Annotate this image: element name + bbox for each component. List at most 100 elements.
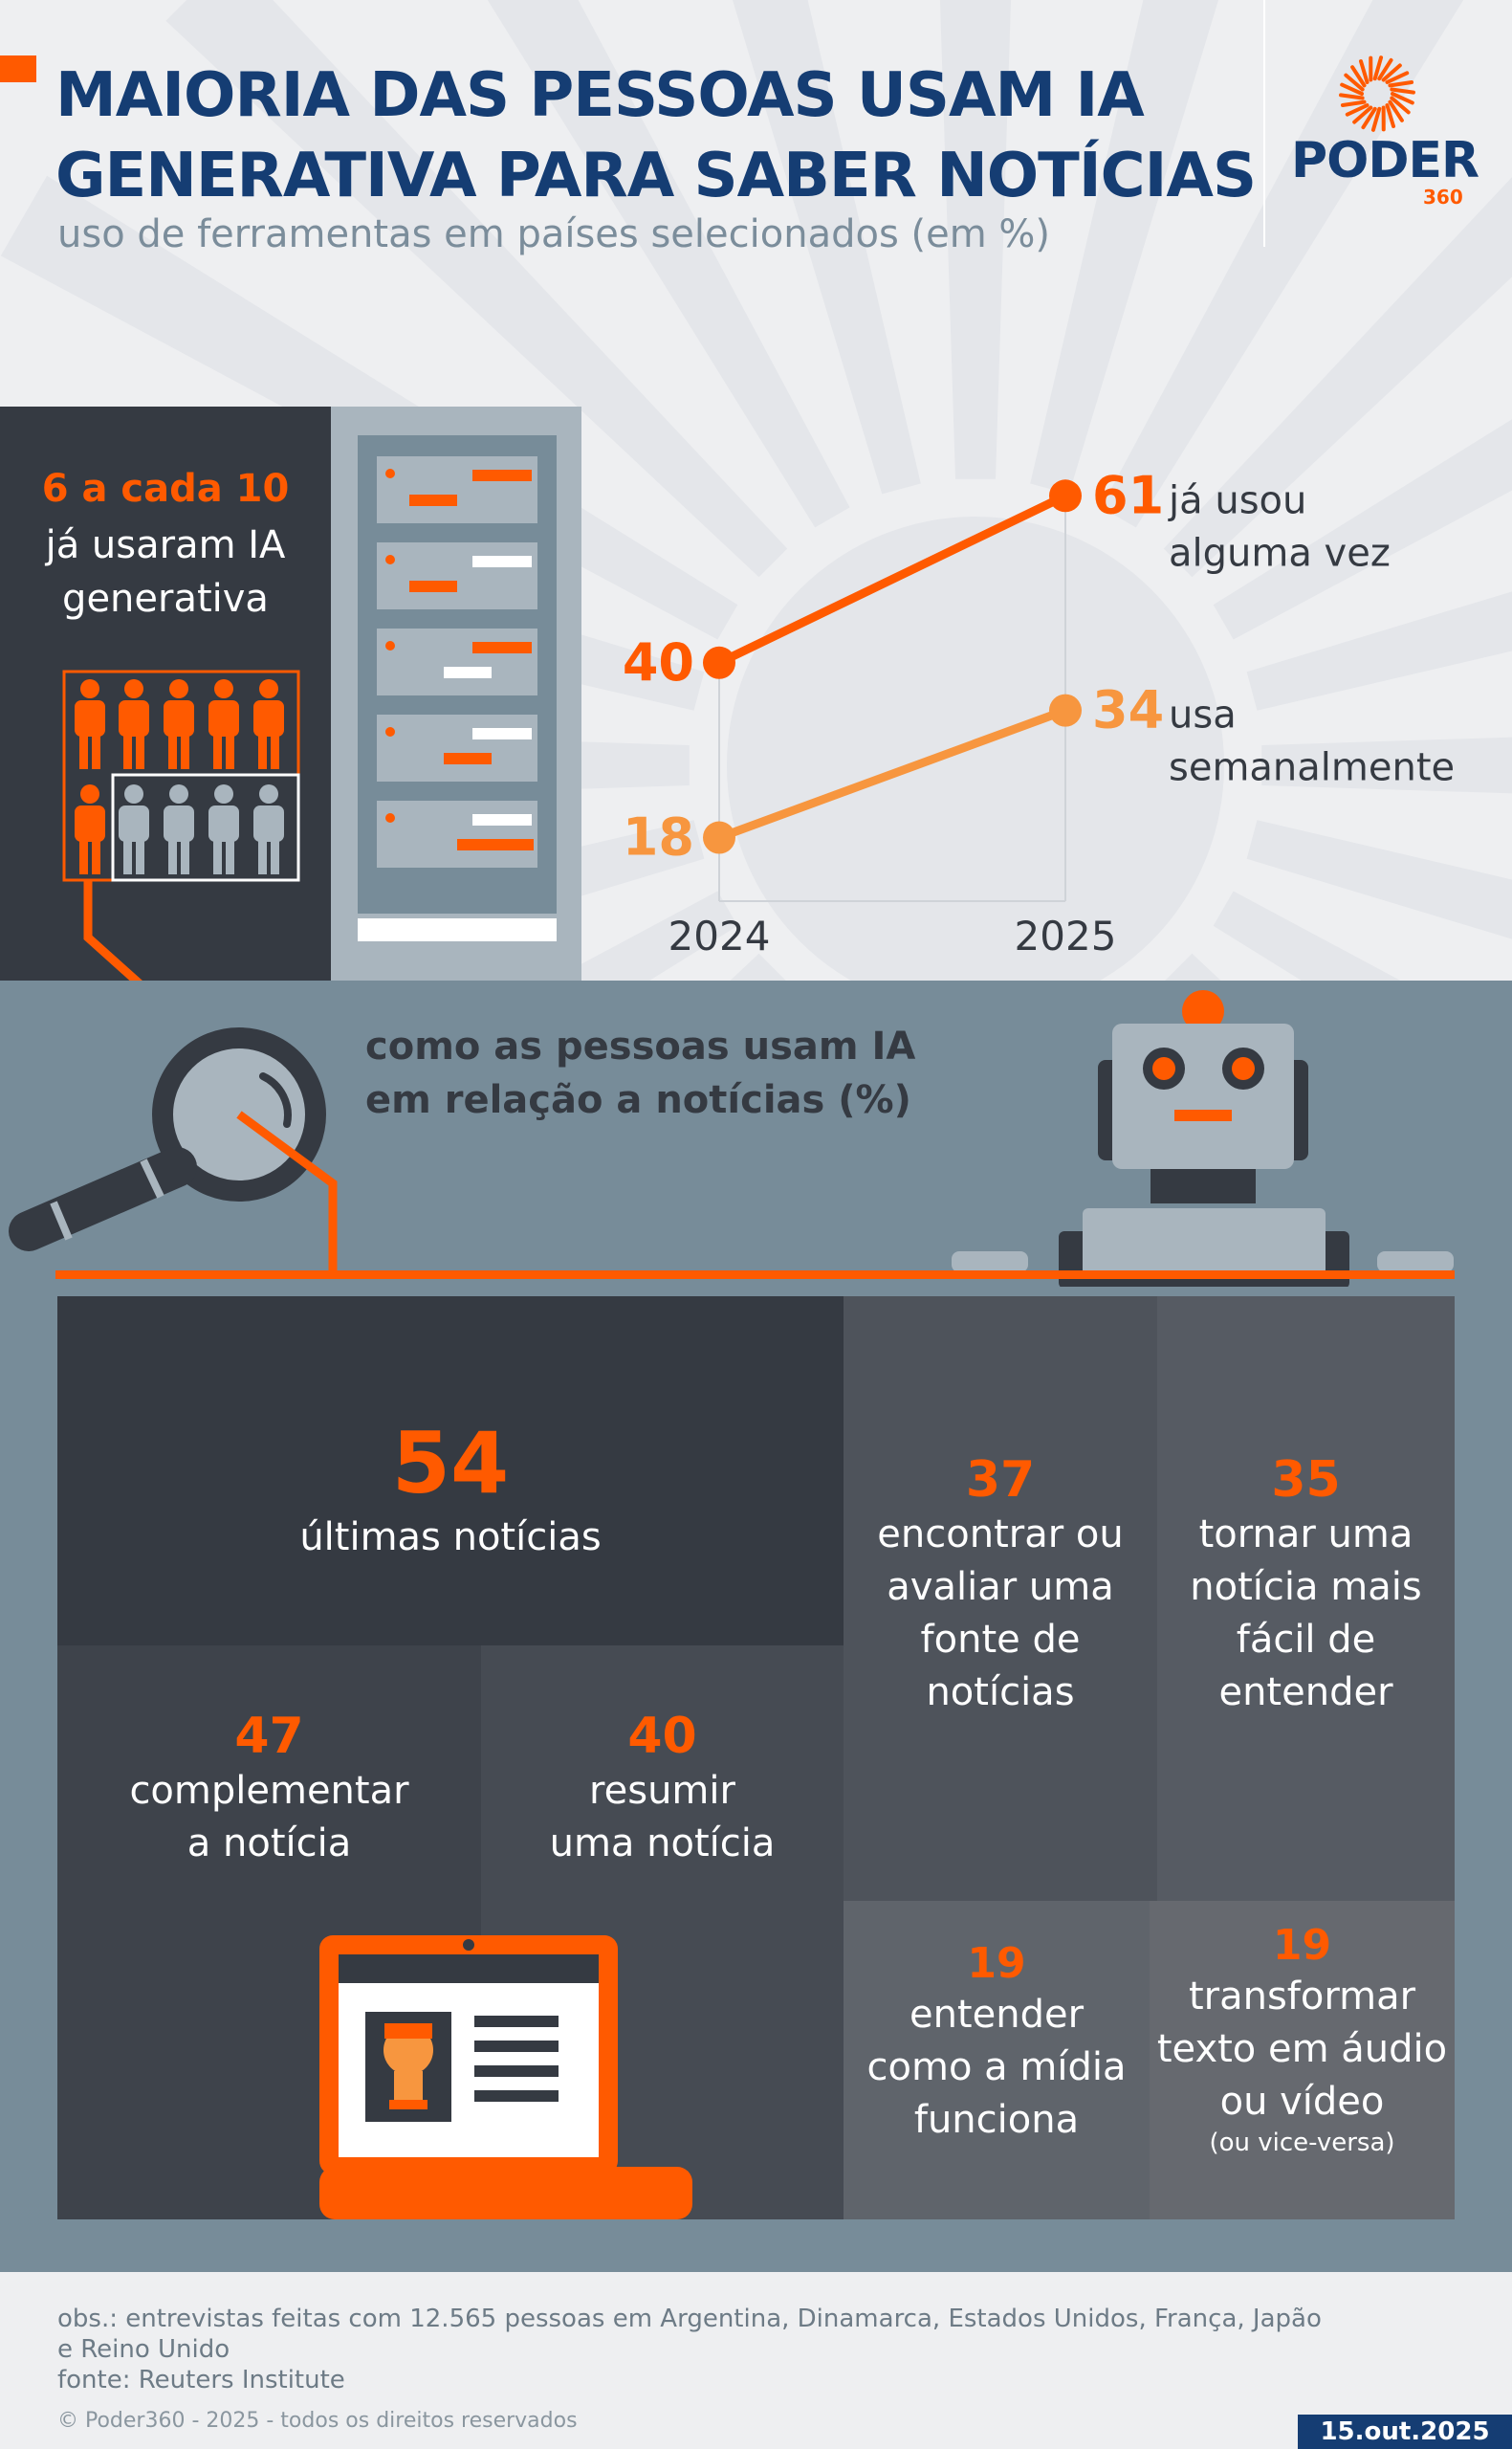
laptop-news-icon — [319, 1935, 692, 2219]
tile-label: transformar — [1188, 1975, 1416, 2019]
tile-label: avaliar uma — [887, 1565, 1114, 1609]
date-badge: 15.out.2025 — [1298, 2415, 1512, 2449]
series-label: alguma vez — [1169, 531, 1391, 575]
series-label: semanalmente — [1169, 746, 1455, 790]
magnifying-glass-icon — [9, 1027, 326, 1251]
rack-unit — [377, 715, 537, 782]
logo-ray — [1361, 106, 1377, 130]
title-line-1: MAIORIA DAS PESSOAS USAM IA — [55, 60, 1145, 131]
logo-ray — [1358, 59, 1370, 84]
sunburst-ray — [165, 0, 788, 578]
x-tick-label: 2025 — [1015, 913, 1117, 960]
logo-ray — [1344, 73, 1365, 92]
tile-bg-7 — [1150, 1901, 1455, 2219]
series-label: usa — [1169, 694, 1237, 738]
logo-ray — [1339, 93, 1365, 100]
robot-icon — [952, 990, 1454, 1287]
accent-bar — [0, 55, 36, 82]
logo-ray — [1388, 80, 1414, 88]
data-point — [1049, 479, 1082, 513]
data-point — [703, 646, 735, 679]
tile-bg-1 — [57, 1296, 844, 1645]
tile-label: a notícia — [186, 1821, 352, 1865]
line-chart: 2024 2025 40 61 já usou alguma vez 18 34 usa sema… — [623, 465, 1455, 960]
stat-text: já usaram IA generativa — [0, 518, 331, 626]
tile-complement-news: 47 complementar a notícia — [57, 1708, 481, 1870]
copyright: © Poder360 - 2025 - todos os direitos re… — [57, 2409, 578, 2433]
tile-label: texto em áudio — [1156, 2027, 1448, 2071]
obs-line-2: e Reino Unido — [57, 2335, 230, 2364]
logo-ray — [1390, 87, 1415, 95]
data-label: 18 — [623, 807, 694, 868]
tile-label: encontrar ou — [877, 1512, 1124, 1556]
logo-ray — [1391, 92, 1414, 105]
source-line: fonte: Reuters Institute — [57, 2366, 345, 2394]
tile-value: 35 — [1271, 1451, 1341, 1509]
rack-unit — [377, 542, 537, 609]
sunburst-ray — [732, 0, 921, 495]
tile-easier-news: 35 tornar uma notícia mais fácil de ente… — [1157, 1451, 1455, 1719]
sunburst-ray — [1101, 0, 1464, 528]
tile-latest-news: 54 últimas notícias — [57, 1416, 844, 1564]
person-icon — [208, 679, 239, 769]
rack-unit — [377, 629, 537, 695]
person-icon — [208, 784, 239, 874]
logo-ray — [1388, 99, 1404, 122]
rack-unit — [377, 801, 537, 868]
tile-label: últimas notícias — [299, 1515, 602, 1559]
poder360-sun-logo-icon — [1339, 55, 1415, 132]
tile-find-source: 37 encontrar ou avaliar uma fonte de not… — [844, 1451, 1157, 1719]
person-icon — [119, 784, 149, 874]
title-line-2: GENERATIVA PARA SABER NOTÍCIAS — [55, 141, 1257, 211]
tile-label: ou vídeo — [1219, 2080, 1385, 2124]
page-subtitle: uso de ferramentas em países selecionado… — [57, 212, 1051, 256]
person-icon — [253, 784, 284, 874]
person-icon — [119, 679, 149, 769]
sunburst-ray — [1163, 177, 1512, 578]
logo-ray — [1340, 99, 1367, 107]
tile-label: complementar — [129, 1769, 409, 1813]
x-tick-label: 2024 — [668, 913, 771, 960]
tile-label: entender — [1218, 1670, 1393, 1714]
person-icon — [164, 679, 194, 769]
usage-title-line-1: como as pessoas usam IA — [365, 1025, 916, 1069]
tile-value: 40 — [627, 1708, 697, 1765]
tile-label: fonte de — [920, 1618, 1081, 1662]
logo-ray — [1390, 96, 1411, 115]
logo-ray — [1372, 55, 1384, 81]
tile-bg-5 — [1157, 1296, 1455, 1901]
usage-title-line-2: em relação a notícias (%) — [365, 1078, 911, 1122]
usage-section-title: como as pessoas usam IA em relação a not… — [365, 1020, 915, 1127]
person-icon — [75, 679, 105, 769]
tile-label: fácil de — [1236, 1618, 1376, 1662]
sunburst-ray — [1213, 419, 1512, 640]
tile-note: (ou vice-versa) — [1209, 2129, 1395, 2157]
stat-line-2: generativa — [62, 577, 269, 621]
series-line — [717, 492, 1067, 667]
tile-bg-6 — [844, 1901, 1150, 2219]
data-point — [703, 821, 735, 854]
tile-label: entender — [909, 1993, 1085, 2037]
person-icon — [253, 679, 284, 769]
data-label: 34 — [1092, 680, 1164, 740]
tile-label: uma notícia — [549, 1821, 776, 1865]
stat-highlight: 6 a cada 10 — [41, 467, 290, 511]
sunburst-ray — [1261, 737, 1512, 794]
logo-ray — [1385, 103, 1396, 128]
logo-ray — [1345, 103, 1370, 117]
data-label: 61 — [1092, 465, 1164, 525]
tile-label: como a mídia — [866, 2045, 1127, 2089]
logo-ray — [1352, 105, 1373, 124]
brand-logo-sub: 360 — [1423, 186, 1463, 209]
page-title: MAIORIA DAS PESSOAS USAM IA GENERATIVA P… — [55, 55, 1257, 216]
server-rack-icon — [358, 435, 557, 941]
person-icon — [75, 784, 105, 874]
person-icon — [164, 784, 194, 874]
tile-value: 47 — [234, 1708, 304, 1765]
tile-bg-4 — [844, 1296, 1157, 1901]
sunburst-ray — [1246, 591, 1512, 711]
data-point — [1049, 694, 1082, 727]
brand-logo-text: PODER — [1291, 132, 1479, 189]
section-divider-line — [55, 1270, 1455, 1279]
series-line — [717, 706, 1067, 842]
